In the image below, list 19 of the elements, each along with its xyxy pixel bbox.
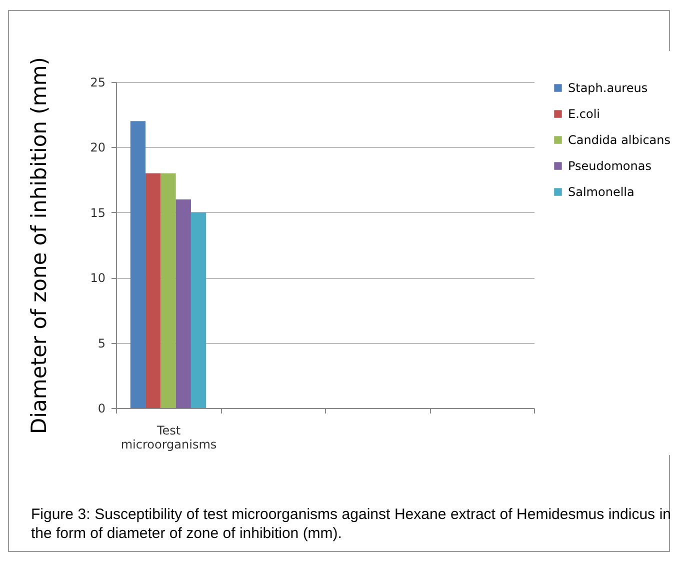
- y-tick-label: 5: [98, 336, 106, 350]
- legend-label: Candida albicans: [568, 133, 671, 147]
- y-tick-label: 10: [90, 271, 106, 286]
- bar: [176, 199, 191, 408]
- caption: Figure 3: Susceptibility of test microorganisms against Hexane extract of Hemidesmus indicus in the form of diameter of zone of inhibition (mm).: [31, 505, 671, 543]
- y-tick-label: 0: [98, 402, 106, 416]
- bar: [190, 212, 206, 408]
- bar: [146, 173, 161, 408]
- y-tick-label: 15: [90, 206, 106, 220]
- legend-label: Salmonella: [568, 185, 634, 199]
- legend-label: Staph.aureus: [568, 81, 648, 95]
- y-axis-title: Diameter of zone of inhibition (mm): [27, 57, 52, 434]
- y-tick-label: 20: [90, 140, 106, 155]
- bar: [130, 121, 146, 408]
- bar: [160, 173, 176, 408]
- legend-label: E.coli: [568, 107, 600, 121]
- y-tick-label: 25: [90, 76, 106, 90]
- legend-label: Pseudomonas: [568, 159, 652, 173]
- x-tick-label: Test microorganisms: [120, 424, 217, 452]
